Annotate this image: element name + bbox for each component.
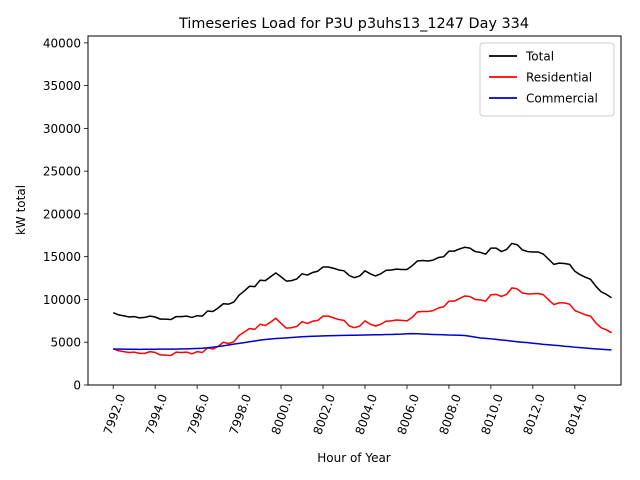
x-axis-label: Hour of Year — [317, 451, 391, 465]
legend-label-commercial: Commercial — [526, 92, 598, 106]
chart-title: Timeseries Load for P3U p3uhs13_1247 Day… — [178, 16, 529, 32]
y-axis-label: kW total — [14, 185, 28, 235]
y-tick-label: 35000 — [43, 79, 81, 93]
series-line-residential — [112, 287, 612, 357]
y-tick-label: 0 — [73, 379, 81, 393]
legend-label-residential: Residential — [526, 71, 592, 85]
y-tick-label: 30000 — [43, 122, 81, 136]
y-tick-label: 10000 — [43, 293, 81, 307]
y-tick-label: 20000 — [43, 207, 81, 221]
y-tick-label: 15000 — [43, 250, 81, 264]
legend-label-total: Total — [525, 50, 554, 64]
y-tick-label: 25000 — [43, 165, 81, 179]
plot-area — [87, 35, 622, 386]
y-axis-ticks: 0 5000 10000 15000 20000 25000 30000 35000 40000 — [43, 36, 88, 393]
legend: Total Residential Commercial — [479, 42, 615, 117]
axes-frame — [87, 35, 622, 386]
y-tick-label: 40000 — [43, 36, 81, 50]
series-line-commercial — [113, 332, 612, 351]
y-tick-label: 5000 — [50, 336, 81, 350]
series-layer — [112, 242, 612, 357]
series-line-total — [112, 242, 612, 321]
